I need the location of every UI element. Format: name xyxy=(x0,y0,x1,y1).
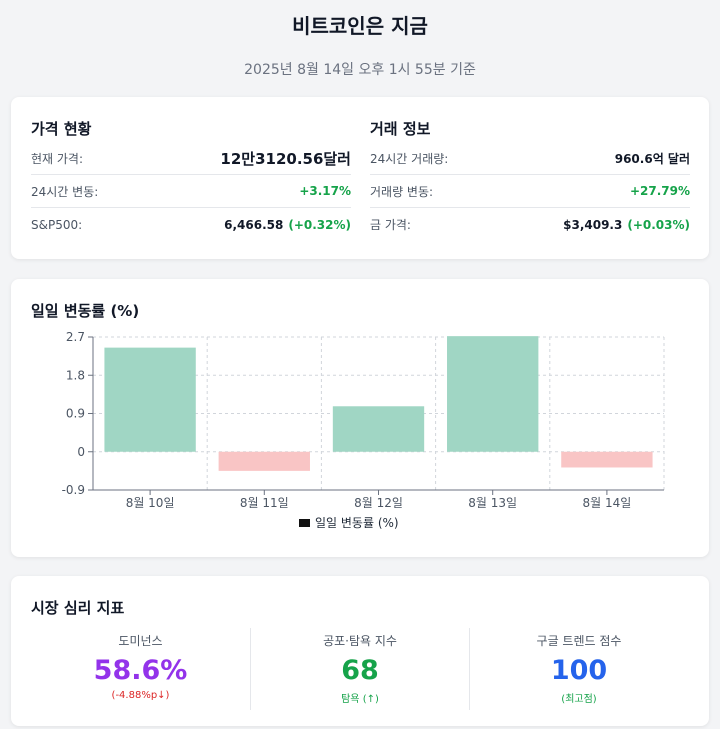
x-tick-label: 8월 14일 xyxy=(582,496,631,510)
y-tick-label: 1.8 xyxy=(66,368,85,382)
gold-price-label: 금 가격: xyxy=(370,218,411,232)
bar-3 xyxy=(332,406,425,452)
change-24h-row: 24시간 변동: +3.17% xyxy=(31,175,351,208)
legend-label: 일일 변동률 (%) xyxy=(315,516,399,530)
price-status-title: 가격 현황 xyxy=(31,120,92,138)
y-tick-label: 0 xyxy=(77,445,85,459)
volume-change-label: 거래량 변동: xyxy=(370,184,434,199)
fear-greed-label: 공포·탐욕 지수 xyxy=(323,634,397,648)
page-subtitle: 2025년 8월 14일 오후 1시 55분 기준 xyxy=(244,62,476,78)
dominance-indicator: 도미넌스 58.6% (-4.88%p↓) xyxy=(31,628,250,710)
y-tick-label: 0.9 xyxy=(66,407,85,421)
sp500-row: S&P500: 6,466.58 (+0.32%) xyxy=(31,208,351,241)
gold-price-value: $3,409.3 xyxy=(563,217,623,232)
x-tick-label: 8월 10일 xyxy=(126,496,175,510)
dominance-value: 58.6% xyxy=(93,655,188,686)
x-tick-label: 8월 13일 xyxy=(468,496,517,510)
x-tick-label: 8월 12일 xyxy=(354,496,403,510)
current-price-row: 현재 가격: 12만3120.56달러 xyxy=(31,142,351,175)
fear-greed-status: 탐욕 (↑) xyxy=(341,694,379,705)
change-24h-value: +3.17% xyxy=(299,184,351,198)
volume-change-value: +27.79% xyxy=(629,184,690,198)
legend-swatch xyxy=(299,519,310,527)
page-title: 비트코인은 지금 xyxy=(292,14,428,38)
trade-info-title: 거래 정보 xyxy=(370,120,431,138)
dominance-label: 도미넌스 xyxy=(118,634,163,648)
sp500-value: 6,466.58 xyxy=(224,217,284,232)
daily-change-bar-chart: 2.7 1.8 0.9 0 -0.9 8월 10일 8월 11일 8월 12일 8월 13일 8월… xyxy=(62,330,665,530)
daily-change-chart-card: 일일 변동률 (%) 2.7 1.8 0.9 0 -0.9 8월 10일 8월 11일 8월 … xyxy=(11,279,709,557)
volume-change-row: 거래량 변동: +27.79% xyxy=(370,175,690,208)
sentiment-title: 시장 심리 지표 xyxy=(31,599,125,617)
market-sentiment-card: 시장 심리 지표 도미넌스 58.6% (-4.88%p↓) 공포·탐욕 지수 … xyxy=(11,576,709,726)
price-info-card: 가격 현황 현재 가격: 12만3120.56달러 24시간 변동: +3.17… xyxy=(11,97,709,259)
google-trends-value: 100 xyxy=(550,655,608,686)
bar-5 xyxy=(561,451,653,468)
gold-price-row: 금 가격: $3,409.3 (+0.03%) xyxy=(370,208,690,241)
chart-title: 일일 변동률 (%) xyxy=(31,302,140,320)
gold-price-value-group: $3,409.3 (+0.03%) xyxy=(563,218,690,232)
fear-greed-indicator: 공포·탐욕 지수 68 탐욕 (↑) xyxy=(250,628,469,710)
volume-24h-label: 24시간 거래량: xyxy=(370,151,449,166)
dominance-change: (-4.88%p↓) xyxy=(111,690,170,701)
sp500-value-group: 6,466.58 (+0.32%) xyxy=(224,218,351,232)
trade-info-list: 24시간 거래량: 960.6억 달러 거래량 변동: +27.79% 금 가격… xyxy=(370,142,690,241)
volume-24h-row: 24시간 거래량: 960.6억 달러 xyxy=(370,142,690,175)
current-price-value: 12만3120.56달러 xyxy=(220,149,351,168)
x-tick-label: 8월 11일 xyxy=(240,496,289,510)
price-status-list: 현재 가격: 12만3120.56달러 24시간 변동: +3.17% S&P5… xyxy=(31,142,351,241)
bar-1 xyxy=(104,347,196,452)
fear-greed-value: 68 xyxy=(341,655,379,686)
y-tick-label: -0.9 xyxy=(62,483,85,497)
google-trends-label: 구글 트렌드 점수 xyxy=(536,634,622,648)
gold-price-change: (+0.03%) xyxy=(627,217,690,232)
sp500-label: S&P500: xyxy=(31,217,83,232)
sp500-change: (+0.32%) xyxy=(288,217,351,232)
volume-24h-value: 960.6억 달러 xyxy=(614,151,690,166)
current-price-label: 현재 가격: xyxy=(31,151,84,166)
bar-2 xyxy=(218,451,310,471)
bar-4 xyxy=(447,336,539,452)
google-trends-status: (최고점) xyxy=(561,694,597,705)
change-24h-label: 24시간 변동: xyxy=(31,184,99,199)
google-trends-indicator: 구글 트렌드 점수 100 (최고점) xyxy=(469,628,688,710)
y-tick-label: 2.7 xyxy=(66,330,85,344)
